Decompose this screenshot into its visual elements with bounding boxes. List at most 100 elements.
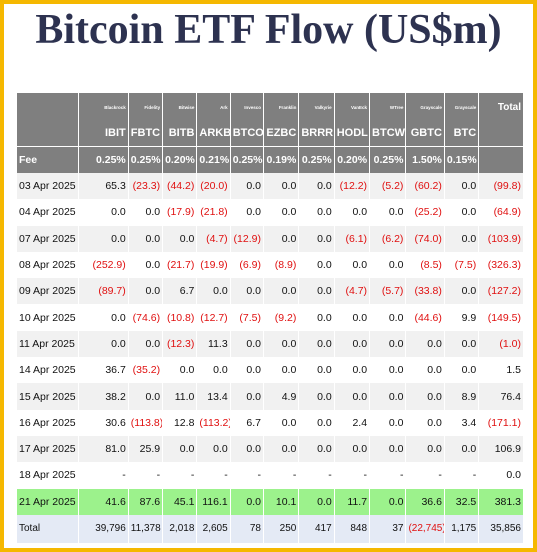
flow-cell: 0.0 <box>369 357 407 384</box>
flow-cell: 0.0 <box>162 357 198 384</box>
issuer-header: Valkyrie <box>298 93 335 121</box>
fee-cell: 0.25% <box>78 145 129 173</box>
issuer-header: Franklin <box>263 93 300 121</box>
flow-cell: 0.0 <box>298 199 335 226</box>
flow-cell: (8.9) <box>263 251 300 279</box>
cumulative-cell: 11,378 <box>128 514 164 543</box>
flow-cell: 4.9 <box>263 383 300 410</box>
flow-cell: 0.0 <box>263 330 300 358</box>
table-row: 15 Apr 2025 38.2 0.0 11.0 13.4 0.0 4.9 0.0 0.0 0.… <box>17 383 524 410</box>
flow-cell: - <box>230 462 264 489</box>
flow-cell: 0.0 <box>298 383 335 410</box>
flow-cell: 0.0 <box>128 225 164 252</box>
flow-cell: 0.0 <box>298 488 335 515</box>
flow-cell: 0.0 <box>128 199 164 226</box>
flow-cell: (8.5) <box>405 251 445 279</box>
flow-cell: 0.0 <box>162 225 198 252</box>
fee-cell: 0.25% <box>128 145 164 173</box>
flow-cell: 13.4 <box>196 383 231 410</box>
issuer-header: Ark <box>196 93 231 121</box>
flow-cell: (10.8) <box>162 304 198 331</box>
ticker-header: BTCO <box>230 121 264 146</box>
flow-cell: (60.2) <box>405 173 445 200</box>
fee-cell: 0.15% <box>444 145 480 173</box>
flow-cell: 0.0 <box>369 383 407 410</box>
date-cell: 18 Apr 2025 <box>17 462 79 489</box>
table-row: 14 Apr 2025 36.7 (35.2) 0.0 0.0 0.0 0.0 0.0 0.0 0… <box>17 357 524 384</box>
flow-cell: 0.0 <box>334 435 371 463</box>
flow-cell: 38.2 <box>78 383 129 410</box>
table-row: 16 Apr 2025 30.6 (113.8) 12.8 (113.2) 6.7 0.0 0… <box>17 409 524 436</box>
flow-cell: 0.0 <box>128 278 164 305</box>
flow-cell: 0.0 <box>334 357 371 384</box>
flow-cell: 0.0 <box>162 435 198 463</box>
flow-cell: (6.1) <box>334 225 371 252</box>
flow-cell: 0.0 <box>196 357 231 384</box>
row-total-cell: (64.9) <box>478 199 524 226</box>
flow-cell: - <box>196 462 231 489</box>
flow-cell: 0.0 <box>369 409 407 436</box>
fee-row: Fee 0.25% 0.25% 0.20% 0.21% 0.25% 0.19% 0.25% 0… <box>17 145 524 173</box>
flow-cell: (33.8) <box>405 278 445 305</box>
flow-cell: 0.0 <box>263 278 300 305</box>
flow-cell: 32.5 <box>444 488 480 515</box>
flow-cell: - <box>444 462 480 489</box>
flow-cell: 0.0 <box>369 488 407 515</box>
date-cell: 04 Apr 2025 <box>17 199 79 226</box>
flow-cell: 0.0 <box>78 225 129 252</box>
row-total-cell: (103.9) <box>478 225 524 252</box>
ticker-header: ARKB <box>196 121 231 146</box>
flow-cell: (4.7) <box>196 225 231 252</box>
flow-cell: - <box>298 462 335 489</box>
flow-cell: (12.2) <box>334 173 371 200</box>
cumulative-cell: 37 <box>369 514 407 543</box>
corner-cell <box>17 93 79 121</box>
grand-total-cell: 35,856 <box>478 514 524 543</box>
flow-cell: 45.1 <box>162 488 198 515</box>
fee-cell: 0.21% <box>196 145 231 173</box>
ticker-header: FBTC <box>128 121 164 146</box>
date-cell: 16 Apr 2025 <box>17 409 79 436</box>
table-row: 10 Apr 2025 0.0 (74.6) (10.8) (12.7) (7.5) (9.… <box>17 304 524 331</box>
flow-cell: (89.7) <box>78 278 129 305</box>
flow-cell: 3.4 <box>444 409 480 436</box>
table-row: 17 Apr 2025 81.0 25.9 0.0 0.0 0.0 0.0 0.0 0.0 0.0… <box>17 435 524 463</box>
flow-cell: (113.8) <box>128 409 164 436</box>
totals-label: Total <box>17 514 79 543</box>
flow-cell: - <box>369 462 407 489</box>
date-cell: 08 Apr 2025 <box>17 251 79 279</box>
row-total-cell: (326.3) <box>478 251 524 279</box>
fee-cell: 0.20% <box>334 145 371 173</box>
flow-cell: (12.9) <box>230 225 264 252</box>
date-cell: 21 Apr 2025 <box>17 488 79 515</box>
flow-cell: 10.1 <box>263 488 300 515</box>
flow-cell: 30.6 <box>78 409 129 436</box>
flow-cell: 0.0 <box>128 251 164 279</box>
flow-cell: 0.0 <box>298 278 335 305</box>
flow-cell: 0.0 <box>369 435 407 463</box>
cumulative-cell: 848 <box>334 514 371 543</box>
flow-cell: (4.7) <box>334 278 371 305</box>
row-total-cell: 0.0 <box>478 462 524 489</box>
flow-cell: 0.0 <box>263 225 300 252</box>
flow-cell: 0.0 <box>369 304 407 331</box>
ticker-header: BRRR <box>298 121 335 146</box>
flow-cell: 0.0 <box>78 199 129 226</box>
flow-cell: 0.0 <box>263 173 300 200</box>
flow-cell: 12.8 <box>162 409 198 436</box>
flow-cell: (113.2) <box>196 409 231 436</box>
fee-cell: 0.20% <box>162 145 198 173</box>
row-total-cell: (127.2) <box>478 278 524 305</box>
flow-cell: 0.0 <box>298 173 335 200</box>
flow-cell: 87.6 <box>128 488 164 515</box>
date-cell: 03 Apr 2025 <box>17 173 79 200</box>
row-total-cell: 106.9 <box>478 435 524 463</box>
flow-cell: (6.2) <box>369 225 407 252</box>
flow-cell: (20.0) <box>196 173 231 200</box>
issuer-header: Fidelity <box>128 93 164 121</box>
cumulative-cell: 417 <box>298 514 335 543</box>
cumulative-cell: (22,745) <box>405 514 445 543</box>
flow-cell: 0.0 <box>405 357 445 384</box>
row-total-cell: (149.5) <box>478 304 524 331</box>
ticker-header: BTC <box>444 121 480 146</box>
